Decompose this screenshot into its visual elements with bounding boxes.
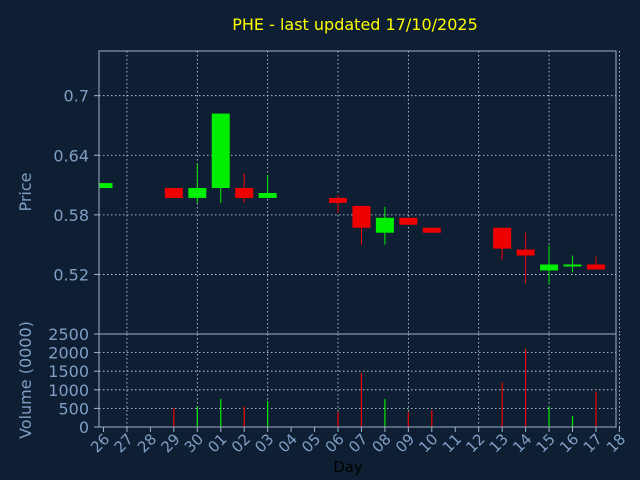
price-candle <box>352 205 371 245</box>
price-candle <box>164 188 183 198</box>
volume-bar <box>360 373 363 427</box>
volume-bar <box>407 412 409 427</box>
candle-body <box>586 264 605 270</box>
volume-bar <box>595 391 597 427</box>
volume-bar <box>173 408 175 427</box>
price-candle <box>235 173 254 203</box>
volume-bar <box>501 382 503 427</box>
volume-bar <box>384 399 386 427</box>
price-candle <box>99 183 113 189</box>
price-candle <box>329 194 347 213</box>
price-axis-label: Price <box>16 172 35 211</box>
price-panel: 0.52 0.58 0.64 0.7 Price <box>16 50 620 335</box>
price-candle <box>258 175 277 198</box>
volume-bars <box>173 348 597 427</box>
price-y-tick-label: 0.52 <box>53 265 89 284</box>
price-candle <box>422 227 441 233</box>
candle-body <box>352 205 371 228</box>
price-y-ticks: 0.52 0.58 0.64 0.7 <box>53 87 99 284</box>
candle-body <box>258 192 277 198</box>
price-candle <box>516 232 535 284</box>
price-candle <box>211 113 230 203</box>
price-candle <box>493 227 512 260</box>
candle-body <box>516 249 535 256</box>
volume-y-tick-label: 0 <box>79 418 89 437</box>
volume-y-tick-label: 2500 <box>48 325 89 344</box>
volume-bar <box>431 410 433 427</box>
price-candle <box>563 255 582 273</box>
candle-body <box>188 188 207 198</box>
volume-bar <box>525 348 527 427</box>
volume-bar <box>220 399 222 427</box>
volume-bar <box>267 400 269 427</box>
candle-body <box>99 183 113 189</box>
price-candle <box>375 206 394 245</box>
price-y-tick-label: 0.7 <box>64 87 89 106</box>
price-y-tick-label: 0.64 <box>53 146 89 165</box>
price-candle <box>399 217 418 225</box>
candle-body <box>540 264 559 271</box>
x-axis-label: Day <box>333 458 363 476</box>
volume-plot-frame <box>98 333 617 428</box>
volume-y-tick-label: 500 <box>58 399 89 418</box>
candle-body <box>329 197 347 203</box>
volume-bar <box>548 406 550 427</box>
candle-body <box>563 264 582 267</box>
volume-bar <box>243 406 245 427</box>
candle-body <box>164 188 183 198</box>
candle-body <box>493 227 512 249</box>
volume-y-tick-label: 1500 <box>48 362 89 381</box>
volume-y-tick-label: 2000 <box>48 344 89 363</box>
candle-body <box>422 227 441 233</box>
volume-bar <box>337 412 339 427</box>
price-y-tick-label: 0.58 <box>53 206 89 225</box>
price-candles <box>99 113 605 285</box>
candle-body <box>235 188 254 198</box>
volume-axis-label: Volume (0000) <box>16 321 35 439</box>
volume-y-tick-label: 1000 <box>48 381 89 400</box>
volume-bar <box>571 415 574 427</box>
price-candle <box>188 163 207 203</box>
price-candle <box>586 256 605 270</box>
price-candle <box>540 245 559 285</box>
volume-bar <box>196 406 198 427</box>
candle-body <box>399 217 418 225</box>
chart-title: PHE - last updated 17/10/2025 <box>232 15 478 34</box>
candle-body <box>375 217 394 233</box>
candle-body <box>211 113 230 189</box>
